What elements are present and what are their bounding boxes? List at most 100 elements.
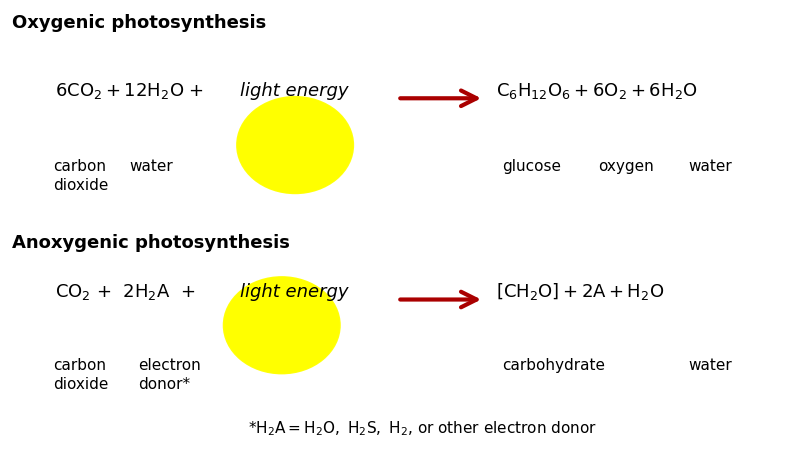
Ellipse shape (259, 115, 331, 176)
Ellipse shape (241, 100, 349, 190)
Ellipse shape (236, 287, 327, 363)
Ellipse shape (225, 278, 338, 373)
Ellipse shape (255, 111, 335, 179)
Ellipse shape (275, 128, 316, 162)
Text: water: water (689, 159, 733, 174)
Ellipse shape (253, 110, 338, 180)
Ellipse shape (235, 287, 328, 364)
Ellipse shape (238, 288, 326, 362)
Ellipse shape (252, 300, 311, 350)
Ellipse shape (227, 279, 337, 371)
Ellipse shape (253, 301, 310, 349)
Ellipse shape (274, 127, 316, 163)
Ellipse shape (242, 292, 322, 359)
Ellipse shape (254, 302, 309, 348)
Ellipse shape (236, 96, 354, 194)
Ellipse shape (234, 285, 330, 366)
Ellipse shape (257, 305, 306, 346)
Ellipse shape (279, 132, 311, 158)
Ellipse shape (261, 308, 302, 343)
Ellipse shape (245, 103, 345, 187)
Ellipse shape (264, 311, 299, 340)
Ellipse shape (275, 129, 315, 161)
Ellipse shape (261, 117, 329, 173)
Ellipse shape (260, 116, 331, 175)
Ellipse shape (243, 102, 347, 189)
Ellipse shape (249, 298, 314, 352)
Text: $\mathregular{*H_2A = H_2O,\ H_2S,\ H_2}$, or other electron donor: $\mathregular{*H_2A = H_2O,\ H_2S,\ H_2}… (248, 419, 597, 438)
Ellipse shape (266, 121, 325, 170)
Text: carbon
dioxide: carbon dioxide (54, 358, 109, 392)
Ellipse shape (260, 307, 304, 343)
Ellipse shape (263, 118, 327, 172)
Ellipse shape (238, 98, 353, 193)
Ellipse shape (253, 110, 337, 180)
Ellipse shape (240, 99, 350, 191)
Ellipse shape (257, 113, 334, 177)
Ellipse shape (271, 124, 320, 166)
Ellipse shape (241, 291, 323, 359)
Ellipse shape (255, 303, 309, 347)
Text: carbohydrate: carbohydrate (502, 358, 605, 373)
Ellipse shape (251, 300, 312, 351)
Ellipse shape (258, 306, 305, 345)
Ellipse shape (223, 276, 341, 374)
Ellipse shape (227, 280, 336, 370)
Ellipse shape (247, 105, 343, 185)
Text: oxygen: oxygen (598, 159, 654, 174)
Ellipse shape (243, 293, 320, 357)
Ellipse shape (259, 307, 305, 344)
Text: $\mathregular{6CO_2 + 12H_2O}$ +: $\mathregular{6CO_2 + 12H_2O}$ + (55, 81, 206, 101)
Ellipse shape (266, 312, 297, 338)
Ellipse shape (231, 283, 333, 368)
Ellipse shape (239, 290, 324, 360)
Text: light energy: light energy (240, 283, 349, 301)
Ellipse shape (235, 286, 329, 365)
Text: Oxygenic photosynthesis: Oxygenic photosynthesis (12, 14, 266, 32)
Ellipse shape (272, 125, 319, 165)
Text: Anoxygenic photosynthesis: Anoxygenic photosynthesis (12, 234, 290, 252)
Ellipse shape (230, 282, 334, 369)
Ellipse shape (244, 102, 346, 188)
Ellipse shape (244, 294, 320, 357)
Text: glucose: glucose (502, 159, 561, 174)
Ellipse shape (251, 108, 339, 182)
Text: electron
donor*: electron donor* (138, 358, 201, 392)
Ellipse shape (228, 281, 335, 370)
Ellipse shape (268, 123, 322, 167)
Ellipse shape (246, 104, 345, 186)
Ellipse shape (249, 298, 315, 353)
Ellipse shape (242, 292, 321, 358)
Text: water: water (130, 159, 174, 174)
Ellipse shape (279, 131, 312, 159)
Text: $\mathregular{CO_2}$ +  $\mathregular{2H_2A}$  +: $\mathregular{CO_2}$ + $\mathregular{2H_… (55, 282, 198, 302)
Text: $\mathregular{[CH_2O] + 2A + H_2O}$: $\mathregular{[CH_2O] + 2A + H_2O}$ (496, 281, 664, 302)
Ellipse shape (268, 122, 323, 168)
Ellipse shape (264, 119, 327, 171)
Ellipse shape (267, 121, 323, 169)
Ellipse shape (260, 117, 330, 174)
Ellipse shape (246, 295, 318, 356)
Ellipse shape (248, 106, 342, 184)
Ellipse shape (263, 310, 301, 341)
Ellipse shape (265, 311, 298, 339)
Ellipse shape (238, 289, 325, 361)
Ellipse shape (278, 130, 313, 160)
Ellipse shape (249, 107, 342, 183)
Ellipse shape (276, 130, 314, 161)
Ellipse shape (262, 309, 301, 342)
Ellipse shape (226, 278, 338, 372)
Text: light energy: light energy (240, 82, 349, 100)
Ellipse shape (231, 284, 332, 367)
Ellipse shape (247, 297, 316, 354)
Ellipse shape (257, 304, 307, 346)
Text: $\mathregular{C_6H_{12}O_6 + 6O_2 + 6H_2O}$: $\mathregular{C_6H_{12}O_6 + 6O_2 + 6H_2… (496, 81, 697, 101)
Ellipse shape (258, 114, 332, 176)
Ellipse shape (250, 108, 340, 183)
Ellipse shape (264, 120, 326, 170)
Ellipse shape (246, 296, 317, 355)
Ellipse shape (256, 112, 334, 178)
Ellipse shape (237, 97, 353, 193)
Ellipse shape (239, 98, 351, 192)
Ellipse shape (224, 277, 340, 373)
